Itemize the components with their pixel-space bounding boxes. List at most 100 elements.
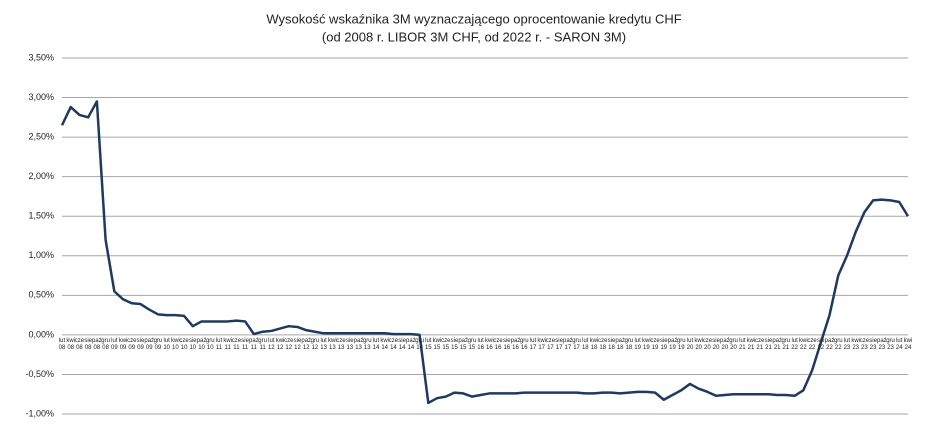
y-tick-label: -0,50% xyxy=(25,369,54,379)
x-tick-label: gru 14 xyxy=(415,337,424,351)
x-tick-label: sie 10 xyxy=(188,337,197,351)
x-tick-label: lut 21 xyxy=(738,337,746,351)
x-tick-label: gru 19 xyxy=(676,337,686,351)
x-tick-label: paź 09 xyxy=(144,337,155,351)
x-tick-label: paź 16 xyxy=(510,337,521,351)
x-tick-label: sie 09 xyxy=(136,337,145,351)
x-tick-label: sie 13 xyxy=(345,337,354,351)
x-tick-label: lut 12 xyxy=(267,337,275,351)
x-tick-label: lut 11 xyxy=(215,337,223,351)
x-tick-label: lut 18 xyxy=(581,337,589,351)
x-tick-label: kwi 14 xyxy=(380,337,390,351)
x-tick-label: lut 24 xyxy=(895,337,903,351)
x-tick-label: cze 18 xyxy=(598,337,608,351)
x-tick-label: paź 22 xyxy=(824,337,835,351)
x-tick-label: paź 17 xyxy=(563,337,573,351)
x-tick-label: lut 09 xyxy=(110,337,118,351)
x-tick-label: sie 21 xyxy=(764,337,773,351)
x-tick-label: kwi 15 xyxy=(432,337,442,351)
x-tick-label: lut 22 xyxy=(791,337,798,351)
x-tick-label: paź 14 xyxy=(406,337,416,351)
x-tick-label: kwi 08 xyxy=(66,337,76,351)
x-tick-label: kwi 19 xyxy=(642,337,651,351)
x-tick-label: sie 19 xyxy=(659,337,668,351)
x-tick-label: lut 16 xyxy=(477,337,484,351)
x-tick-label: paź 15 xyxy=(458,337,469,351)
x-tick-label: sie 12 xyxy=(293,337,302,351)
x-tick-label: sie 14 xyxy=(398,337,406,351)
x-tick-label: gru 12 xyxy=(310,337,320,351)
x-tick-label: cze 17 xyxy=(545,337,556,351)
y-tick-label: 1,50% xyxy=(28,211,54,221)
x-tick-label: cze 22 xyxy=(807,337,817,351)
x-tick-label: paź 13 xyxy=(353,337,364,351)
x-tick-label: kwi 13 xyxy=(328,337,337,351)
x-tick-label: kwi 20 xyxy=(694,337,703,351)
x-tick-label: lut 19 xyxy=(634,337,641,351)
x-tick-label: kwi 11 xyxy=(223,337,233,351)
x-tick-label: kwi 23 xyxy=(851,337,860,351)
x-tick-label: sie 20 xyxy=(712,337,720,351)
x-tick-label: sie 08 xyxy=(84,337,92,351)
x-tick-label: gru 11 xyxy=(258,337,267,351)
x-tick-label: gru 22 xyxy=(833,337,843,351)
x-tick-label: paź 18 xyxy=(615,337,626,351)
x-tick-label: paź 11 xyxy=(249,337,259,351)
y-tick-label: 0,00% xyxy=(28,329,54,339)
y-tick-label: 2,00% xyxy=(28,171,54,181)
x-tick-label: cze 16 xyxy=(493,337,503,351)
x-tick-label: gru 15 xyxy=(467,337,477,351)
x-tick-label: kwi 21 xyxy=(746,337,756,351)
y-tick-label: 0,50% xyxy=(28,290,54,300)
x-tick-label: paź 12 xyxy=(301,337,312,351)
x-tick-label: kwi 10 xyxy=(171,337,180,351)
x-tick-label: gru 16 xyxy=(519,337,529,351)
x-tick-label: sie 15 xyxy=(450,337,459,351)
x-tick-label: cze 14 xyxy=(388,337,399,351)
y-tick-label: 3,50% xyxy=(28,52,54,62)
x-tick-label: gru 21 xyxy=(781,337,791,351)
x-tick-label: gru 08 xyxy=(101,337,110,351)
x-tick-label: lut 08 xyxy=(58,337,66,351)
x-tick-label: cze 19 xyxy=(650,337,660,351)
x-tick-label: kwi 18 xyxy=(589,337,599,351)
x-tick-label: paź 08 xyxy=(92,337,102,351)
x-tick-label: gru 13 xyxy=(362,337,372,351)
x-tick-label: cze 08 xyxy=(74,337,85,351)
x-tick-label: cze 15 xyxy=(441,337,451,351)
x-tick-label: gru 09 xyxy=(153,337,163,351)
x-tick-label: sie 17 xyxy=(555,337,563,351)
x-tick-label: gru 23 xyxy=(886,337,895,351)
x-tick-label: lut 13 xyxy=(320,337,327,351)
x-tick-label: lut 15 xyxy=(424,337,432,351)
x-tick-label: gru 20 xyxy=(729,337,738,351)
x-tick-label: sie 11 xyxy=(241,337,249,351)
x-tick-label: lut 17 xyxy=(529,337,537,351)
x-tick-label: kwi 22 xyxy=(798,337,808,351)
x-tick-label: sie 22 xyxy=(816,337,825,351)
x-tick-label: paź 19 xyxy=(667,337,678,351)
x-tick-label: sie 18 xyxy=(607,337,616,351)
data-line xyxy=(60,100,910,405)
x-tick-label: kwi 17 xyxy=(537,337,547,351)
chart-title: Wysokość wskaźnika 3M wyznaczającego opr… xyxy=(266,11,681,26)
x-tick-label: kwi 09 xyxy=(118,337,128,351)
x-tick-label: cze 21 xyxy=(755,337,765,351)
x-tick-label: kwi 16 xyxy=(485,337,494,351)
x-tick-label: kwi 12 xyxy=(275,337,285,351)
x-tick-label: cze 11 xyxy=(231,337,242,351)
x-tick-label: paź 20 xyxy=(720,337,730,351)
x-tick-label: gru 18 xyxy=(624,337,634,351)
x-tick-label: cze 12 xyxy=(284,337,294,351)
x-tick-label: lut 20 xyxy=(686,337,694,351)
x-tick-label: cze 23 xyxy=(859,337,870,351)
x-tick-label: gru 17 xyxy=(572,337,581,351)
chart-subtitle: (od 2008 r. LIBOR 3M CHF, od 2022 r. - S… xyxy=(322,29,626,44)
x-tick-label: cze 13 xyxy=(336,337,346,351)
y-tick-label: 2,50% xyxy=(28,131,54,141)
x-tick-label: paź 21 xyxy=(772,337,783,351)
y-tick-label: 1,00% xyxy=(28,250,54,260)
x-tick-label: lut 14 xyxy=(372,337,380,351)
